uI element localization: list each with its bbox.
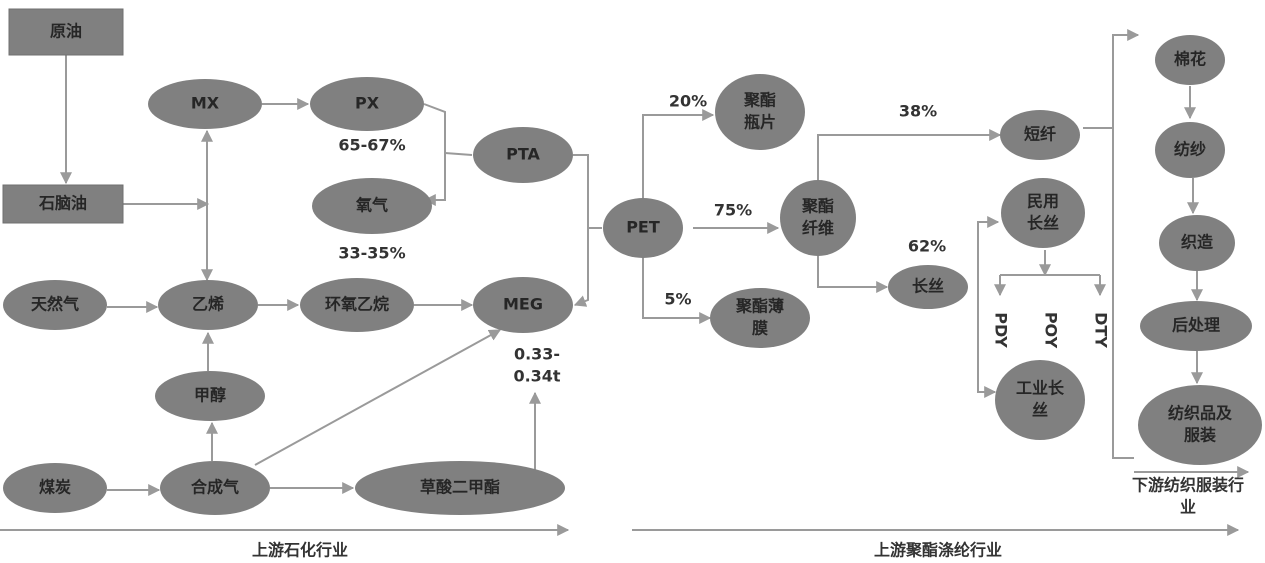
edge <box>1112 29 1140 128</box>
annotation: 5% <box>664 290 691 309</box>
node-label: 服装 <box>1184 426 1216 445</box>
node-ellipse <box>888 265 968 309</box>
edge <box>444 152 473 156</box>
node-label: 聚酯 <box>801 197 834 216</box>
annotation: 33-35% <box>338 244 405 263</box>
section-label: 业 <box>1180 498 1196 517</box>
yarn-type: POY <box>1042 312 1061 349</box>
node-ellipse <box>780 180 856 256</box>
node-label: 草酸二甲酯 <box>420 478 500 497</box>
node-label: 工业长 <box>1016 379 1065 398</box>
annotation: 62% <box>908 237 946 256</box>
node-label: MX <box>191 94 220 113</box>
node-label: 棉花 <box>1174 50 1206 69</box>
node-label: 乙烯 <box>192 295 224 314</box>
node-ellipse <box>3 280 107 330</box>
node-label: PX <box>355 94 380 113</box>
edge <box>423 103 446 206</box>
edge <box>977 216 1000 287</box>
node-label: 后处理 <box>1172 316 1220 335</box>
node-ellipse <box>473 277 573 333</box>
node-ellipse <box>1138 385 1262 465</box>
node-label: 民用 <box>1027 192 1059 211</box>
yarn-type: PDY <box>992 312 1011 348</box>
edges <box>0 29 1250 536</box>
node-label: 天然气 <box>31 295 79 314</box>
node-ellipse <box>160 461 270 515</box>
node-ellipse <box>710 288 810 348</box>
edge <box>817 129 1002 200</box>
edge <box>642 258 712 324</box>
node-label: 长丝 <box>912 277 944 296</box>
node-label: MEG <box>503 295 543 314</box>
node-box <box>2 184 124 224</box>
node-label: 聚酯 <box>743 91 776 110</box>
node-label: 膜 <box>752 319 768 338</box>
node-ellipse <box>300 278 414 332</box>
node-ellipse <box>155 371 265 421</box>
node-label: 甲醇 <box>194 386 226 405</box>
section-label: 下游纺织服装行 <box>1132 476 1244 495</box>
node-ellipse <box>715 74 805 150</box>
node-ellipse <box>1000 110 1080 160</box>
node-label: 长丝 <box>1027 214 1059 233</box>
annotation: 20% <box>669 92 707 111</box>
annotation: 0.33- <box>514 345 560 364</box>
node-ellipse <box>1155 122 1225 178</box>
node-label: PET <box>626 218 660 237</box>
annotation: 65-67% <box>338 136 405 155</box>
node-label: 聚酯薄 <box>735 297 784 316</box>
edge <box>977 287 997 398</box>
node-ellipse <box>312 178 432 234</box>
node-ellipse <box>3 463 107 513</box>
node-ellipse <box>1159 215 1235 271</box>
node-label: 纺织品及 <box>1168 404 1233 423</box>
section-label: 上游石化行业 <box>252 541 348 560</box>
node-label: 短纤 <box>1024 125 1056 144</box>
node-ellipse <box>473 127 573 183</box>
yarn-type: DTY <box>1092 312 1111 348</box>
node-label: 煤炭 <box>39 478 71 497</box>
node-label: 纤维 <box>802 219 834 238</box>
node-ellipse <box>603 198 683 258</box>
node-label: PTA <box>506 145 540 164</box>
node-ellipse <box>158 280 258 330</box>
node-label: 瓶片 <box>744 113 776 132</box>
node-box <box>8 8 124 56</box>
node-ellipse <box>995 360 1085 440</box>
node-label: 纺纱 <box>1174 140 1206 159</box>
annotation: 38% <box>899 102 937 121</box>
node-label: 合成气 <box>191 478 239 497</box>
node-label: 环氧乙烷 <box>325 295 389 314</box>
annotation: 75% <box>714 201 752 220</box>
edge <box>573 154 589 307</box>
section-label: 上游聚酯涤纶行业 <box>874 541 1002 560</box>
node-label: 石脑油 <box>38 194 87 213</box>
node-label: 丝 <box>1032 401 1048 420</box>
node-label: 原油 <box>50 22 82 41</box>
labels: 65-67% 33-35% 0.33- 0.34t 20% 75% 5% 38% 62% PDY P… <box>252 92 1244 560</box>
node-ellipse <box>1001 178 1085 248</box>
edge <box>254 329 502 466</box>
node-ellipse <box>355 461 565 515</box>
node-label: 氧气 <box>355 196 388 215</box>
node-ellipse <box>1140 301 1252 351</box>
node-ellipse <box>310 77 424 131</box>
node-ellipse <box>148 79 262 129</box>
node-label: 织造 <box>1181 233 1214 252</box>
edge <box>1112 128 1134 459</box>
node-ellipse <box>1155 35 1225 85</box>
annotation: 0.34t <box>513 367 560 386</box>
